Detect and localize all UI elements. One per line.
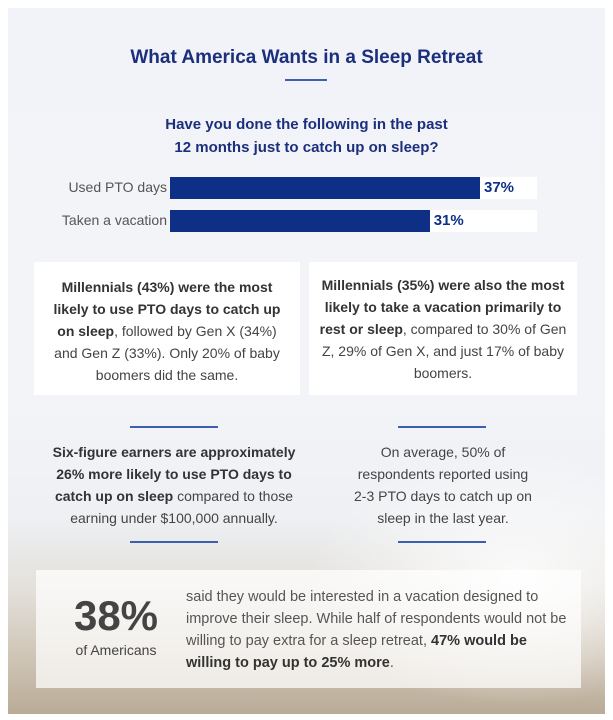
title-divider — [285, 79, 327, 81]
divider — [130, 541, 218, 543]
highlight-box: 38% of Americans said they would be inte… — [36, 570, 581, 688]
stat-text-bold: Six-figure earners are approximately 26%… — [52, 444, 296, 504]
six-figure-stat: Six-figure earners are approximately 26%… — [44, 441, 304, 529]
highlight-bold: 47% would be willing to pay up to 25% mo… — [186, 633, 527, 671]
bar-value-label: 31% — [433, 212, 464, 229]
bar-track: 31% — [170, 210, 537, 232]
question-line: 12 months just to catch up on sleep? — [174, 139, 439, 156]
box-text: , followed by Gen X (34%) and Gen Z (33%… — [54, 323, 280, 383]
highlight-end: . — [389, 655, 394, 671]
chart-question: Have you done the following in the past … — [0, 113, 613, 159]
bar-track: 37% — [170, 177, 537, 199]
question-line: Have you done the following in the past — [165, 116, 448, 133]
highlight-body: said they would be interested in a vacat… — [186, 589, 567, 649]
stat-text: On average, 50% of respondents reported … — [354, 444, 532, 526]
divider — [398, 541, 486, 543]
box-text-bold: Millennials (43%) were the most likely t… — [53, 279, 281, 339]
millennials-vacation-box: Millennials (35%) were also the most lik… — [309, 262, 577, 395]
millennials-pto-box: Millennials (43%) were the most likely t… — [34, 262, 300, 395]
bar-value-label: 37% — [484, 179, 515, 196]
average-pto-stat: On average, 50% of respondents reported … — [350, 441, 536, 529]
bar-category-label: Used PTO days — [68, 179, 167, 195]
highlight-value: 38% — [73, 592, 159, 639]
bar — [170, 210, 430, 232]
bar-category-label: Taken a vacation — [61, 212, 167, 228]
bar-row: Used PTO days 37% — [0, 177, 613, 199]
box-text-bold: Millennials (35%) were also the most lik… — [319, 277, 565, 337]
divider — [398, 426, 486, 428]
bar-row: Taken a vacation 31% — [0, 210, 613, 232]
bar — [170, 177, 480, 199]
highlight-label: of Americans — [75, 642, 157, 658]
highlight-text: said they would be interested in a vacat… — [186, 586, 571, 674]
page-title: What America Wants in a Sleep Retreat — [130, 47, 483, 68]
box-text: , compared to 30% of Gen Z, 29% of Gen X… — [321, 321, 567, 381]
divider — [130, 426, 218, 428]
stat-text: compared to those earning under $100,000… — [70, 488, 294, 526]
